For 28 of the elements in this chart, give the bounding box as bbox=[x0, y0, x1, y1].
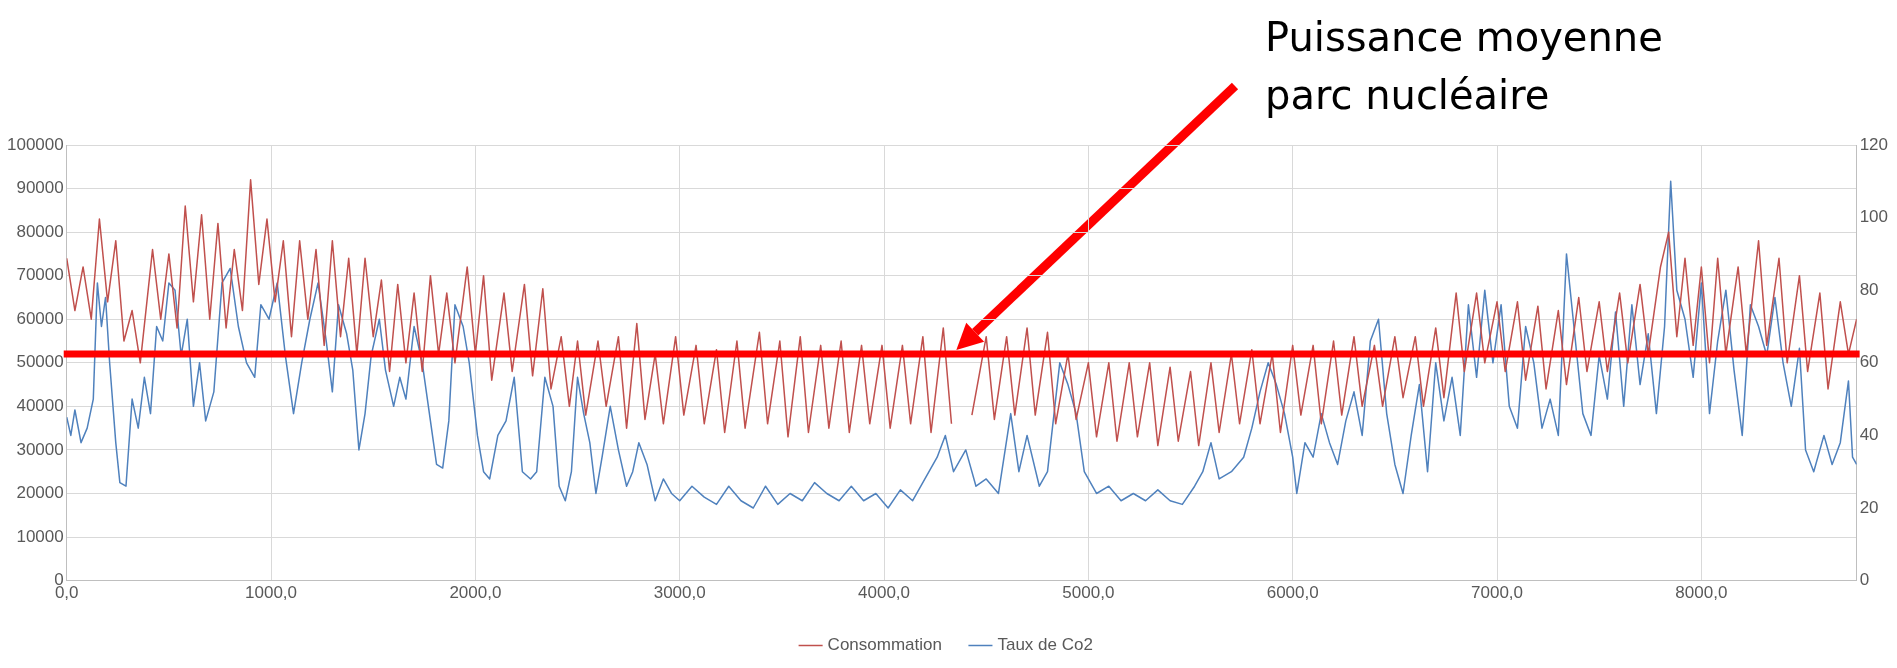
x-tick-label: 5000,0 bbox=[1062, 583, 1115, 603]
y2-tick-label: 0 bbox=[1859, 570, 1870, 590]
y-tick-label: 50000 bbox=[16, 352, 64, 372]
y2-tick-label: 100 bbox=[1859, 207, 1889, 227]
x-tick-label: 8000,0 bbox=[1675, 583, 1728, 603]
legend-label: Consommation bbox=[827, 635, 942, 655]
x-tick-label: 6000,0 bbox=[1266, 583, 1319, 603]
y-tick-label: 80000 bbox=[16, 221, 64, 241]
y2-tick-label: 60 bbox=[1859, 352, 1879, 372]
x-tick-label: 2000,0 bbox=[449, 583, 502, 603]
legend-label: Taux de Co2 bbox=[997, 635, 1093, 655]
x-tick-label: 4000,0 bbox=[858, 583, 911, 603]
y-tick-label: 40000 bbox=[16, 396, 64, 416]
y-tick-label: 20000 bbox=[16, 483, 64, 503]
x-tick-label: 1000,0 bbox=[245, 583, 298, 603]
y2-tick-label: 80 bbox=[1859, 279, 1879, 299]
x-tick-label: 7000,0 bbox=[1471, 583, 1524, 603]
y-tick-label: 70000 bbox=[16, 265, 64, 285]
y2-tick-label: 120 bbox=[1859, 134, 1889, 154]
x-tick-label: 3000,0 bbox=[653, 583, 706, 603]
y2-tick-label: 40 bbox=[1859, 425, 1879, 445]
y-tick-label: 10000 bbox=[16, 526, 64, 546]
y2-tick-label: 20 bbox=[1859, 497, 1879, 517]
y-tick-label: 90000 bbox=[16, 178, 64, 198]
y-tick-label: 100000 bbox=[6, 134, 64, 154]
y-tick-label: 60000 bbox=[16, 308, 64, 328]
text: Puissance moyenne parc nucléaire bbox=[1265, 13, 1664, 120]
y-tick-label: 30000 bbox=[16, 439, 64, 459]
